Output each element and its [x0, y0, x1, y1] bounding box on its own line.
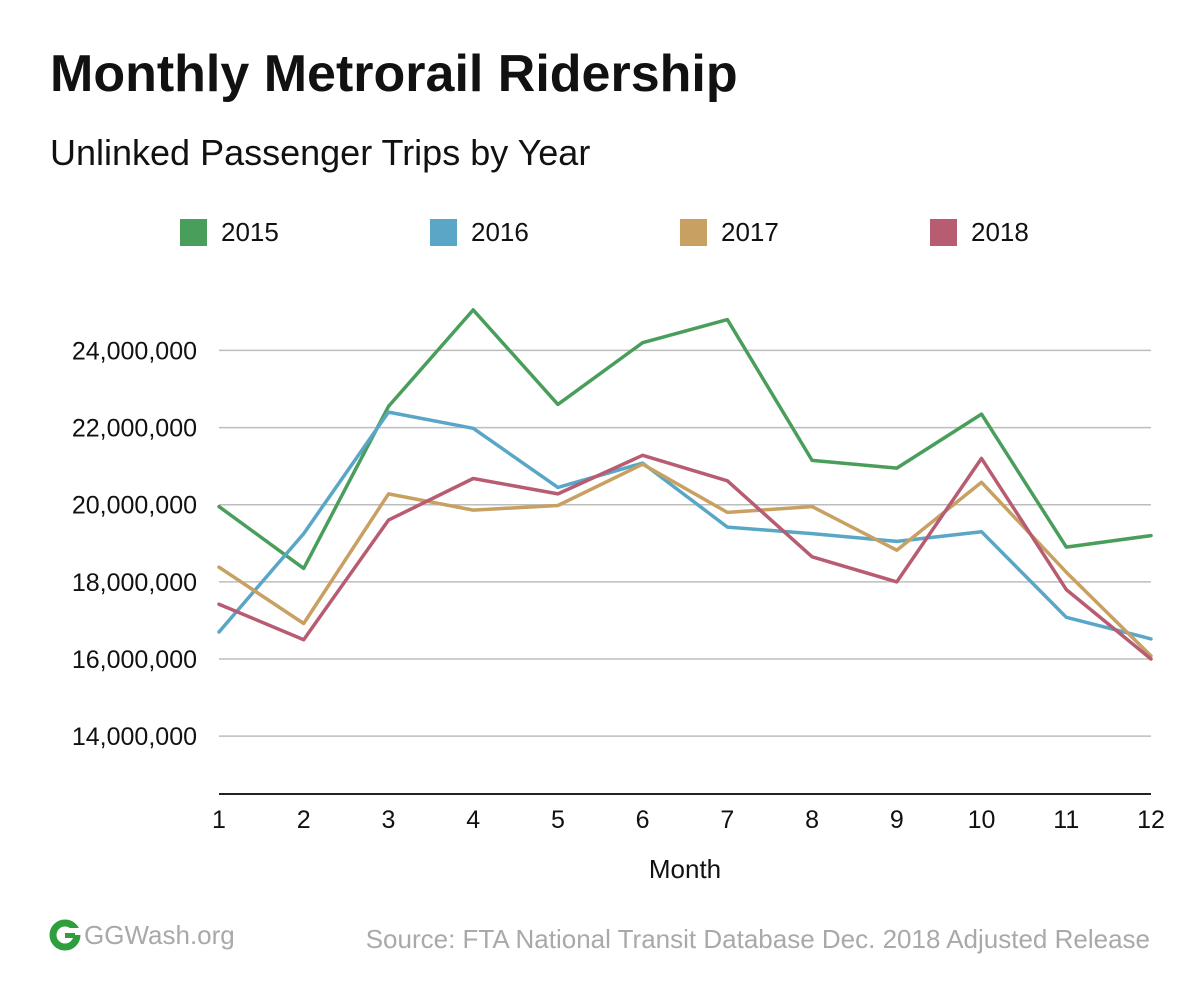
- x-tick-label: 3: [382, 806, 396, 834]
- x-tick-label: 6: [636, 806, 650, 834]
- x-tick-label: 4: [466, 806, 480, 834]
- x-tick-labels: 1 2 3 4 5 6 7 8 9 10 11 12: [212, 806, 1165, 834]
- logo-text: GGWash.org: [84, 919, 235, 950]
- source-note: Source: FTA National Transit Database De…: [365, 924, 1150, 954]
- series-line-2016: [217, 410, 1153, 641]
- chart-subtitle: Unlinked Passenger Trips by Year: [50, 132, 591, 173]
- x-tick-label: 10: [968, 806, 996, 834]
- x-tick-label: 7: [720, 806, 734, 834]
- series-line-2015: [217, 308, 1153, 571]
- legend-item-2016: 2016: [430, 214, 529, 250]
- x-tick-label: 5: [551, 806, 565, 834]
- chart-legend: 2015 2016 2017 2018: [0, 214, 1200, 254]
- x-axis-label: Month: [649, 854, 721, 884]
- legend-swatch-2017: [680, 218, 707, 246]
- footer-logo: GGWash.org: [48, 918, 235, 952]
- legend-item-2015: 2015: [180, 214, 279, 250]
- legend-label-2018: 2018: [971, 216, 1029, 247]
- x-tick-label: 12: [1137, 806, 1165, 834]
- legend-label-2016: 2016: [471, 216, 529, 247]
- legend-swatch-2018: [930, 218, 957, 246]
- series-layer: [217, 308, 1153, 661]
- chart-title: Monthly Metrorail Ridership: [50, 45, 738, 103]
- legend-label-2015: 2015: [221, 216, 279, 247]
- legend-item-2018: 2018: [930, 214, 1029, 250]
- y-tick-label: 24,000,000: [72, 337, 197, 365]
- x-tick-label: 9: [890, 806, 904, 834]
- y-tick-label: 18,000,000: [72, 569, 197, 597]
- series-line-2017: [217, 462, 1153, 658]
- grid-layer: [219, 349, 1151, 737]
- y-tick-labels: 14,000,000 16,000,000 18,000,000 20,000,000…: [72, 337, 197, 751]
- y-tick-label: 22,000,000: [72, 415, 197, 443]
- series-line-2018: [217, 453, 1153, 661]
- y-tick-label: 16,000,000: [72, 646, 197, 674]
- x-tick-label: 8: [805, 806, 819, 834]
- x-tick-label: 11: [1053, 806, 1079, 834]
- legend-swatch-2015: [180, 218, 207, 246]
- legend-label-2017: 2017: [721, 216, 779, 247]
- y-tick-label: 20,000,000: [72, 492, 197, 520]
- ggwash-logo-icon: [48, 918, 82, 952]
- x-tick-label: 2: [297, 806, 311, 834]
- legend-item-2017: 2017: [680, 214, 779, 250]
- y-tick-label: 14,000,000: [72, 723, 197, 751]
- legend-swatch-2016: [430, 218, 457, 246]
- x-tick-label: 1: [212, 806, 226, 834]
